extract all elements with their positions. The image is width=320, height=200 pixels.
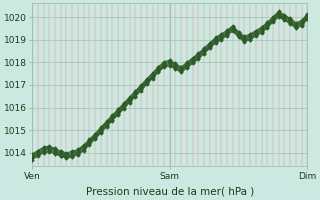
X-axis label: Pression niveau de la mer( hPa ): Pression niveau de la mer( hPa ) <box>85 187 254 197</box>
